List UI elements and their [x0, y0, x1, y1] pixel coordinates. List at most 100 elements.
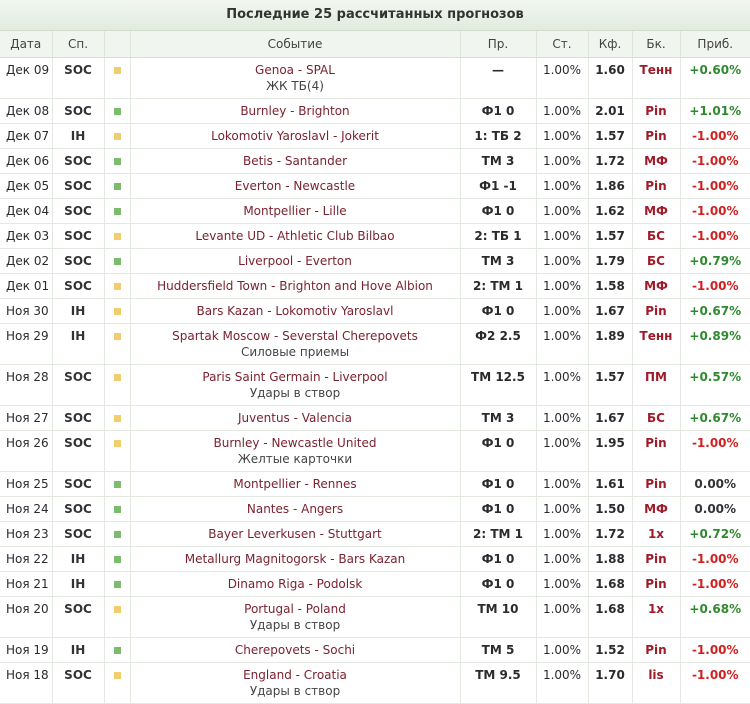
- row-bet: ТМ 3: [461, 249, 536, 269]
- row-event-link[interactable]: Spartak Moscow - Severstal Cherepovets: [131, 328, 460, 344]
- status-square-icon: [114, 506, 121, 513]
- row-profit: +0.57%: [681, 365, 750, 385]
- row-stake: 1.00%: [537, 365, 588, 385]
- row-stake: 1.00%: [537, 638, 588, 658]
- header-profit[interactable]: Приб.: [680, 31, 750, 58]
- row-odds: 1.57: [589, 365, 632, 385]
- row-event-link[interactable]: Montpellier - Rennes: [131, 476, 460, 492]
- row-event-link[interactable]: Juventus - Valencia: [131, 410, 460, 426]
- row-profit: +0.89%: [681, 324, 750, 344]
- row-event-link[interactable]: Everton - Newcastle: [131, 178, 460, 194]
- row-sport: SOC: [53, 174, 104, 194]
- row-bookmaker: МФ: [633, 497, 680, 517]
- header-date[interactable]: Дата: [0, 31, 52, 58]
- header-odds[interactable]: Кф.: [588, 31, 632, 58]
- status-square-icon: [114, 133, 121, 140]
- row-bet: Ф1 0: [461, 547, 536, 567]
- row-date: Дек 02: [6, 249, 52, 269]
- header-bet[interactable]: Пр.: [460, 31, 536, 58]
- row-odds: 1.50: [589, 497, 632, 517]
- row-sport: IH: [53, 638, 104, 658]
- row-sport: SOC: [53, 365, 104, 385]
- row-bookmaker: МФ: [633, 199, 680, 219]
- row-bet: ТМ 10: [461, 597, 536, 617]
- row-bookmaker: БС: [633, 406, 680, 426]
- row-bookmaker: Pin: [633, 638, 680, 658]
- row-profit: +0.72%: [681, 522, 750, 542]
- row-event-link[interactable]: Montpellier - Lille: [131, 203, 460, 219]
- row-event-link[interactable]: Paris Saint Germain - Liverpool: [131, 369, 460, 385]
- row-event-link[interactable]: Liverpool - Everton: [131, 253, 460, 269]
- row-event-link[interactable]: Nantes - Angers: [131, 501, 460, 517]
- row-event-link[interactable]: Bayer Leverkusen - Stuttgart: [131, 526, 460, 542]
- row-sport: SOC: [53, 99, 104, 119]
- row-sport: SOC: [53, 431, 104, 451]
- row-event-link[interactable]: Burnley - Newcastle United: [131, 435, 460, 451]
- row-bookmaker: Тенн: [633, 324, 680, 344]
- row-odds: 1.68: [589, 572, 632, 592]
- row-event-link[interactable]: Metallurg Magnitogorsk - Bars Kazan: [131, 551, 460, 567]
- row-event-link[interactable]: Levante UD - Athletic Club Bilbao: [131, 228, 460, 244]
- header-bookmaker[interactable]: Бк.: [632, 31, 680, 58]
- row-profit: -1.00%: [681, 638, 750, 658]
- row-bet: 2: ТБ 1: [461, 224, 536, 244]
- row-stake: 1.00%: [537, 274, 588, 294]
- row-profit: +1.01%: [681, 99, 750, 119]
- row-profit: -1.00%: [681, 174, 750, 194]
- row-event-link[interactable]: Burnley - Brighton: [131, 103, 460, 119]
- header-sport[interactable]: Сп.: [52, 31, 104, 58]
- row-date: Ноя 28: [6, 365, 52, 385]
- row-event-link[interactable]: Betis - Santander: [131, 153, 460, 169]
- row-event-link[interactable]: Cherepovets - Sochi: [131, 642, 460, 658]
- row-event-link[interactable]: Huddersfield Town - Brighton and Hove Al…: [131, 278, 460, 294]
- row-date: Дек 07: [6, 124, 52, 144]
- row-odds: 1.70: [589, 663, 632, 683]
- row-date: Дек 09: [6, 58, 52, 78]
- row-bet: Ф1 0: [461, 99, 536, 119]
- row-event-link[interactable]: Genoa - SPAL: [131, 62, 460, 78]
- row-bookmaker: Pin: [633, 572, 680, 592]
- status-square-icon: [114, 67, 121, 74]
- row-bookmaker: Pin: [633, 124, 680, 144]
- header-stake[interactable]: Ст.: [536, 31, 588, 58]
- row-date: Ноя 24: [6, 497, 52, 517]
- row-event-link[interactable]: England - Croatia: [131, 667, 460, 683]
- row-stake: 1.00%: [537, 572, 588, 592]
- row-bet: Ф1 0: [461, 199, 536, 219]
- header-event[interactable]: Событие: [130, 31, 460, 58]
- row-event-link[interactable]: Portugal - Poland: [131, 601, 460, 617]
- row-bookmaker: Pin: [633, 99, 680, 119]
- row-date: Дек 04: [6, 199, 52, 219]
- row-event-link[interactable]: Bars Kazan - Lokomotiv Yaroslavl: [131, 303, 460, 319]
- row-event-link[interactable]: Dinamo Riga - Podolsk: [131, 576, 460, 592]
- status-square-icon: [114, 233, 121, 240]
- row-stake: 1.00%: [537, 406, 588, 426]
- row-stake: 1.00%: [537, 431, 588, 451]
- row-event-link[interactable]: Lokomotiv Yaroslavl - Jokerit: [131, 128, 460, 144]
- row-stake: 1.00%: [537, 149, 588, 169]
- row-bookmaker: 1x: [633, 522, 680, 542]
